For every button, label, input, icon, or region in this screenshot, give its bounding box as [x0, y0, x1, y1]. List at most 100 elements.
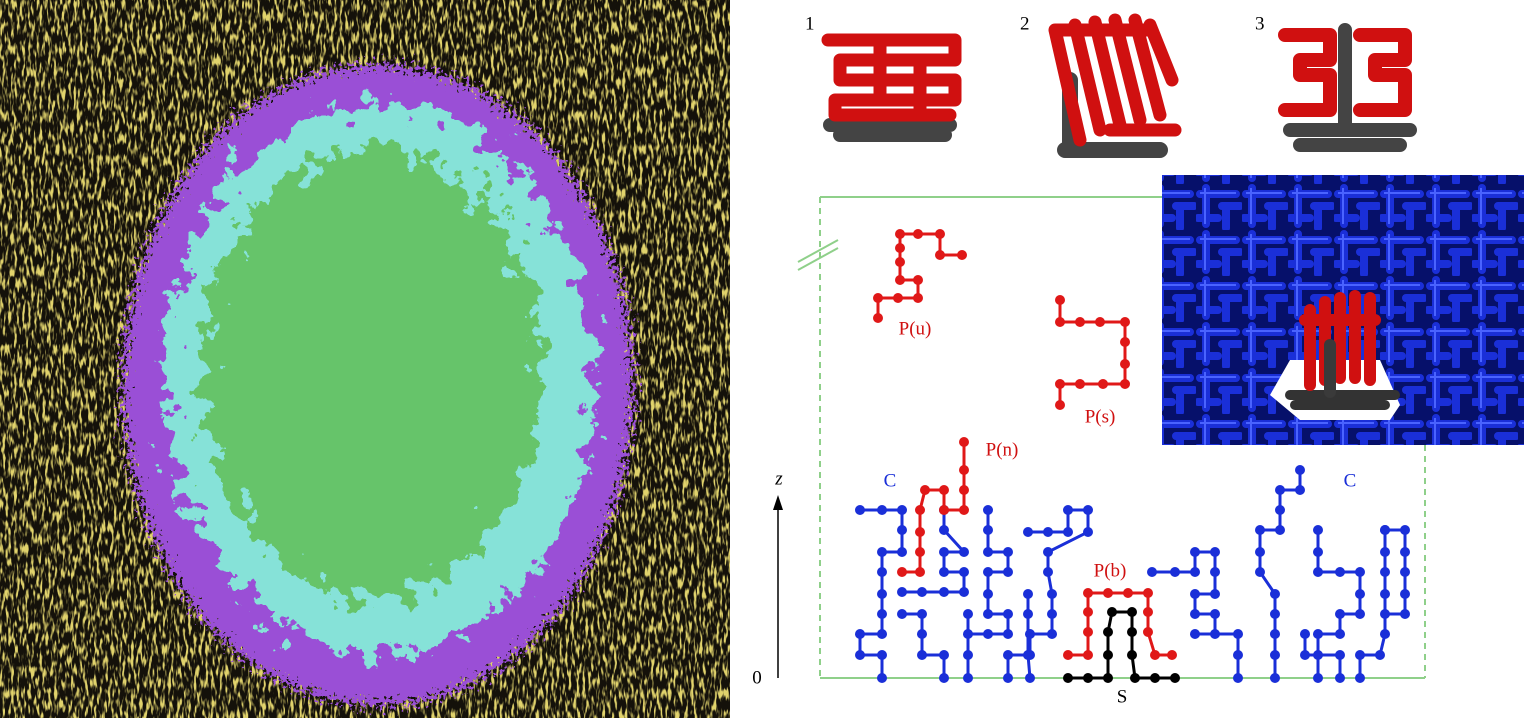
structure-label: 3: [1255, 13, 1265, 34]
label: P(n): [986, 439, 1019, 460]
crowder-chain-bead: [917, 609, 927, 619]
crowder-chain-bead: [1313, 567, 1323, 577]
crowder-chain-bead: [1335, 567, 1345, 577]
crowder-chain-bead: [1023, 589, 1033, 599]
protein-bound-bead: [1103, 588, 1113, 598]
crowder-chain-bead: [1270, 629, 1280, 639]
crowder-chain-bead: [897, 525, 907, 535]
crowder-chain-bead: [959, 587, 969, 597]
crowder-chain-bead: [983, 629, 993, 639]
crowder-chain-bead: [1335, 609, 1345, 619]
crowder-chain-bead: [855, 505, 865, 515]
crowder-chain-bead: [1003, 650, 1013, 660]
break-mark: [797, 239, 839, 263]
label: P(u): [899, 318, 932, 339]
crowder-chain-bead: [877, 589, 887, 599]
surface-chain-bead: [1083, 673, 1093, 683]
crowder-chain-bead: [963, 609, 973, 619]
surface-chain-bead: [1127, 650, 1137, 660]
crowder-chain-bead: [1003, 673, 1013, 683]
chains: [855, 229, 1410, 683]
crowder-chain-bead: [1380, 609, 1390, 619]
label: S: [1117, 686, 1128, 707]
crowder-chain-bead: [1147, 567, 1157, 577]
surface-chain: [1068, 610, 1175, 680]
crowder-chain-bead: [877, 547, 887, 557]
crowder-chain-bead: [1190, 567, 1200, 577]
crowder-chain-bead: [1295, 485, 1305, 495]
crowder-chain-bead: [1300, 629, 1310, 639]
protein-unfolded-bead: [895, 243, 905, 253]
protein-solution-bead: [1120, 379, 1130, 389]
crowder-chain-bead: [1355, 609, 1365, 619]
protein-solution-bead: [1055, 295, 1065, 305]
crowder-chain-bead: [1400, 589, 1410, 599]
surface-chain-bead: [1103, 627, 1113, 637]
crowder-chain-bead: [983, 609, 993, 619]
crowder-chain-bead: [877, 609, 887, 619]
label: C: [1344, 470, 1357, 491]
structure-2: [1048, 13, 1182, 158]
crowder-chain-bead: [1210, 567, 1220, 577]
crowder-chain-bead: [963, 673, 973, 683]
crowder-chain-bead: [1083, 527, 1093, 537]
surface-chain-bead: [1170, 673, 1180, 683]
protein-unfolded-bead: [913, 293, 923, 303]
protein-near-bead: [915, 567, 925, 577]
protein-near-bead: [915, 527, 925, 537]
crowder-chain-bead: [1275, 525, 1285, 535]
protein-unfolded-bead: [935, 229, 945, 239]
crowder-chain-bead: [917, 587, 927, 597]
protein-near-bead: [915, 505, 925, 515]
protein-unfolded-bead: [873, 293, 883, 303]
crowder-chain-bead: [1023, 650, 1033, 660]
crowder-chain-bead: [877, 567, 887, 577]
protein-near-bead: [959, 505, 969, 515]
z-axis: z 0: [752, 468, 783, 688]
crowder-chain-bead: [1190, 629, 1200, 639]
crowder-chain-bead: [877, 629, 887, 639]
structure-label: 1: [805, 13, 815, 34]
crowder-chain: [1258, 470, 1302, 678]
protein-solution-bead: [1120, 317, 1130, 327]
protein-solution-bead: [1055, 317, 1065, 327]
crowder-chain-bead: [1380, 567, 1390, 577]
crowder-chain-bead: [1233, 629, 1243, 639]
crowder-chain-bead: [1025, 673, 1035, 683]
crowder-chain-bead: [1210, 629, 1220, 639]
protein-solution-bead: [1055, 400, 1065, 410]
protein-bound-bead: [1083, 650, 1093, 660]
crowder-chain-bead: [1400, 547, 1410, 557]
crowder-chain-bead: [939, 587, 949, 597]
protein-unfolded-bead: [895, 229, 905, 239]
crowder-chain-bead: [897, 609, 907, 619]
crowder-chain-bead: [855, 650, 865, 660]
crowder-chain-bead: [1270, 673, 1280, 683]
crowder-chain-bead: [1023, 527, 1033, 537]
protein-solution-bead: [1120, 359, 1130, 369]
structure-3: [1278, 23, 1417, 152]
protein-bound-bead: [1143, 588, 1153, 598]
crowder-chain-bead: [1275, 505, 1285, 515]
surface-chain-bead: [1127, 607, 1137, 617]
crowder-chain-bead: [1190, 589, 1200, 599]
crowder-chain-bead: [1335, 629, 1345, 639]
protein-unfolded-bead: [913, 229, 923, 239]
protein-solution-bead: [1075, 379, 1085, 389]
protein-near-bead: [920, 485, 930, 495]
protein-bound: [1068, 591, 1172, 657]
label: P(b): [1094, 560, 1127, 581]
box: [797, 196, 1426, 679]
protein-bound-bead: [1143, 627, 1153, 637]
protein-unfolded-bead: [895, 275, 905, 285]
protein-near-bead: [939, 485, 949, 495]
crowder-chain-bead: [1255, 547, 1265, 557]
crowder-chain-bead: [939, 525, 949, 535]
crowder-chain-bead: [1063, 527, 1073, 537]
crowder-chain-bead: [1400, 525, 1410, 535]
protein-bound-bead: [1083, 607, 1093, 617]
protein-bound-bead: [1083, 627, 1093, 637]
protein-solution-bead: [1095, 317, 1105, 327]
crowder-chain-bead: [1170, 567, 1180, 577]
crowder-chain-bead: [917, 629, 927, 639]
